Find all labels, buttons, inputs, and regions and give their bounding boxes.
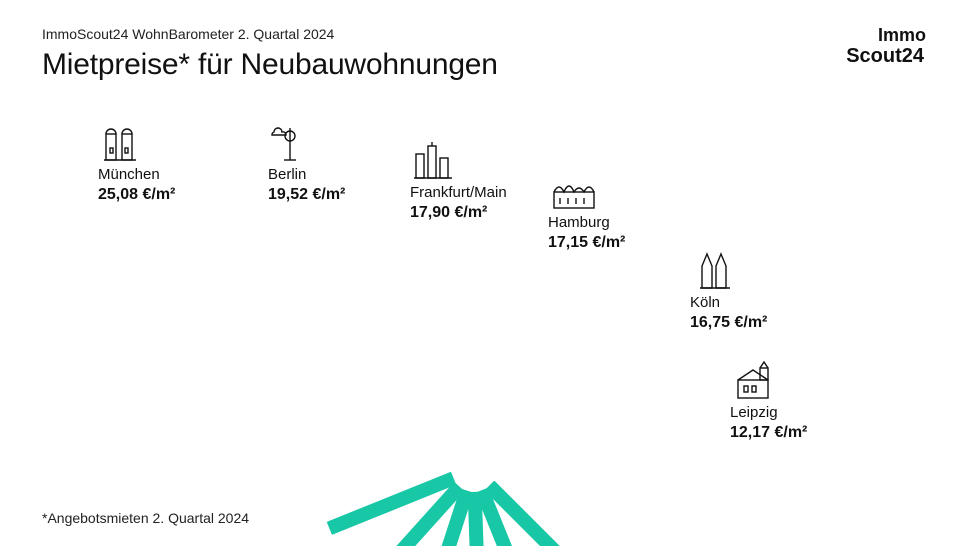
- city-value: 25,08 €/m²: [98, 185, 175, 205]
- logo-line2: Scout24: [844, 46, 926, 67]
- radial-bar: [485, 481, 690, 546]
- infographic-canvas: ImmoScout24 WohnBarometer 2. Quartal 202…: [0, 0, 970, 546]
- city-name: Leipzig: [730, 404, 807, 423]
- city-name: Berlin: [268, 166, 345, 185]
- city-icon: [690, 250, 767, 290]
- city-block: Köln 16,75 €/m²: [690, 250, 767, 333]
- city-icon: [268, 122, 345, 162]
- city-block: Berlin 19,52 €/m²: [268, 122, 345, 205]
- page-title: Mietpreise* für Neubauwohnungen: [42, 48, 498, 82]
- city-name: Köln: [690, 294, 767, 313]
- city-name: München: [98, 166, 175, 185]
- city-value: 17,15 €/m²: [548, 233, 625, 253]
- city-block: München 25,08 €/m²: [98, 122, 175, 205]
- city-name: Frankfurt/Main: [410, 184, 507, 203]
- city-icon: [548, 170, 625, 210]
- city-value: 16,75 €/m²: [690, 313, 767, 333]
- footnote-text: *Angebotsmieten 2. Quartal 2024: [42, 510, 249, 526]
- city-value: 17,90 €/m²: [410, 203, 507, 223]
- subtitle-text: ImmoScout24 WohnBarometer 2. Quartal 202…: [42, 26, 334, 42]
- city-name: Hamburg: [548, 214, 625, 233]
- brand-logo: Immo Scout24: [844, 26, 926, 67]
- city-value: 19,52 €/m²: [268, 185, 345, 205]
- city-icon: [410, 140, 507, 180]
- logo-line1: Immo: [878, 26, 926, 45]
- city-icon: [730, 360, 807, 400]
- city-value: 12,17 €/m²: [730, 423, 807, 443]
- city-block: Hamburg 17,15 €/m²: [548, 170, 625, 253]
- city-icon: [98, 122, 175, 162]
- city-block: Leipzig 12,17 €/m²: [730, 360, 807, 443]
- city-block: Frankfurt/Main 17,90 €/m²: [410, 140, 507, 223]
